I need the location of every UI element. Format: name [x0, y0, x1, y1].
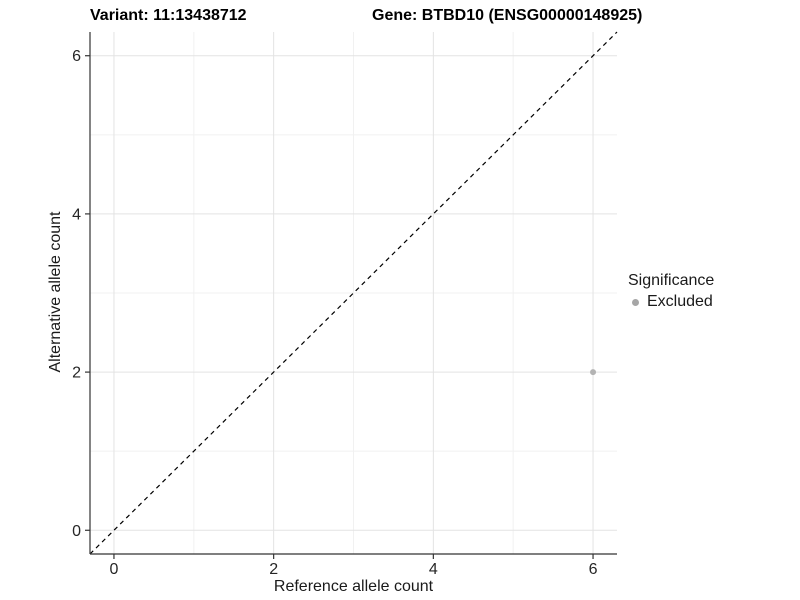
data-point [590, 369, 597, 376]
legend-item-label: Excluded [647, 293, 713, 310]
y-axis-label: Alternative allele count [47, 211, 64, 373]
y-tick-label: 2 [72, 365, 81, 382]
x-axis-label: Reference allele count [273, 578, 434, 595]
y-tick-label: 0 [72, 523, 81, 540]
y-tick-label: 4 [72, 206, 81, 223]
gene-title: Gene: BTBD10 (ENSG00000148925) [372, 7, 643, 24]
legend-title: Significance [628, 272, 715, 289]
excluded-point-icon [632, 298, 639, 306]
y-tick-label: 6 [72, 48, 81, 65]
x-tick-label: 6 [589, 561, 598, 578]
x-tick-label: 4 [429, 561, 438, 578]
legend: Significance Excluded [628, 271, 714, 311]
legend-item-excluded: Excluded [628, 293, 714, 311]
x-tick-label: 2 [269, 561, 278, 578]
x-tick-label: 0 [110, 561, 119, 578]
variant-title: Variant: 11:13438712 [90, 7, 247, 24]
